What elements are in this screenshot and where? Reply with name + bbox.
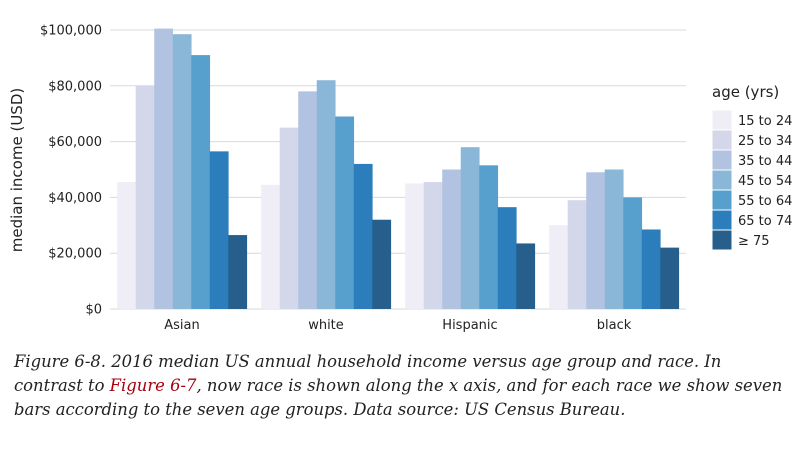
y-tick-label: $80,000: [48, 79, 102, 94]
x-tick-label: Asian: [164, 318, 199, 333]
legend-swatch: [711, 149, 733, 171]
legend-label: 35 to 44: [738, 154, 792, 169]
legend-swatch: [711, 109, 733, 131]
bar: [172, 34, 192, 310]
bar: [460, 147, 480, 309]
x-tick-label: black: [597, 318, 632, 333]
figure-link[interactable]: Figure 6-7: [109, 376, 197, 395]
bar: [586, 172, 606, 309]
bar: [423, 182, 443, 309]
bar: [209, 151, 229, 309]
bar: [516, 243, 536, 309]
legend-swatch: [711, 189, 733, 211]
x-tick-label: Hispanic: [442, 318, 497, 333]
y-axis-title: median income (USD): [8, 88, 26, 252]
bar: [442, 169, 462, 309]
bar: [497, 207, 517, 309]
bar: [135, 85, 155, 309]
bar: [335, 116, 355, 310]
y-tick-label: $20,000: [48, 247, 102, 262]
bar: [660, 247, 680, 309]
bar: [405, 183, 425, 309]
bar: [117, 182, 137, 309]
legend-swatch: [711, 129, 733, 151]
y-tick-labels: $0 $20,000 $40,000 $60,000 $80,000 $100,000: [40, 24, 102, 318]
bar: [549, 225, 569, 309]
bar: [372, 219, 392, 309]
bar: [567, 200, 587, 309]
bar: [154, 28, 174, 309]
legend-swatch: [711, 229, 733, 251]
bar: [228, 235, 248, 309]
y-tick-label: $100,000: [40, 24, 102, 39]
legend-label: 15 to 24: [738, 114, 792, 129]
legend-label: ≥ 75: [738, 234, 770, 249]
figure-caption: Figure 6-8. 2016 median US annual househ…: [14, 350, 794, 422]
y-tick-label: $40,000: [48, 191, 102, 206]
grouped-bar-chart: $0 $20,000 $40,000 $60,000 $80,000 $100,000 A…: [8, 24, 792, 334]
bar: [298, 91, 318, 309]
legend-label: 25 to 34: [738, 134, 792, 149]
bar: [279, 127, 299, 310]
bar: [604, 169, 624, 309]
legend-title: age (yrs): [712, 83, 779, 101]
legend: age (yrs) 15 to 24 25 to 34 35 to 44 45 to …: [711, 83, 792, 251]
y-tick-label: $60,000: [48, 135, 102, 150]
bar: [623, 197, 643, 309]
legend-label: 65 to 74: [738, 214, 792, 229]
x-tick-labels: Asian white Hispanic black: [164, 318, 631, 333]
legend-swatch: [711, 209, 733, 231]
legend-label: 55 to 64: [738, 194, 792, 209]
x-tick-label: white: [308, 318, 344, 333]
legend-label: 45 to 54: [738, 174, 792, 189]
caption-text-start: Figure 6-8. 2016 median US annual househ…: [14, 352, 722, 395]
bars: [117, 28, 680, 310]
bar: [641, 229, 661, 309]
bar: [261, 184, 281, 309]
legend-swatch: [711, 169, 733, 191]
bar: [191, 55, 211, 309]
bar: [479, 165, 499, 309]
y-tick-label: $0: [85, 303, 102, 318]
caption-text-end: , now race is shown along the x axis, an…: [14, 376, 783, 419]
bar: [353, 163, 373, 309]
bar: [316, 80, 336, 309]
